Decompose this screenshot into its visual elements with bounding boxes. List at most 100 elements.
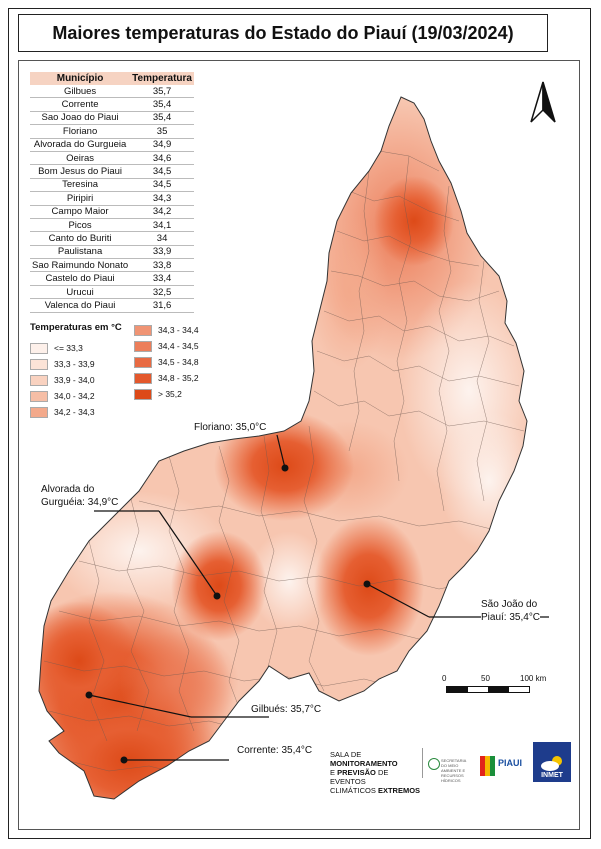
table-row: Canto do Buriti 34 — [30, 231, 194, 246]
table-row: Floriano 35 — [30, 124, 194, 139]
legend-label: > 35,2 — [158, 389, 182, 399]
legend-swatch — [30, 374, 48, 386]
piaui-temperature-map — [38, 96, 549, 800]
column-header-municipio: Município — [30, 72, 131, 85]
temperatura-cell: 35,4 — [130, 111, 194, 126]
temperatura-cell: 34,2 — [130, 205, 194, 219]
temperatura-cell: 33,9 — [130, 245, 194, 260]
municipio-cell: Oeiras — [30, 151, 131, 166]
municipio-cell: Sao Joao do Piaui — [30, 111, 131, 126]
table-row: Piripiri 34,3 — [30, 191, 194, 206]
table-row: Gilbues 35,7 — [30, 85, 194, 99]
legend: Temperaturas em °C <= 33,3 33,3 - 33,9 33,… — [30, 322, 230, 418]
municipio-cell: Valenca do Piaui — [30, 298, 131, 313]
legend-item: 34,5 - 34,8 — [134, 354, 199, 370]
table-row: Teresina 34,5 — [30, 178, 194, 193]
legend-swatch — [134, 388, 152, 400]
legend-label: <= 33,3 — [54, 343, 83, 353]
legend-title: Temperaturas em °C — [30, 322, 122, 333]
alvorada-label-line1: Alvorada do — [41, 484, 95, 496]
alvorada-label-line2: Gurguéia: 34,9°C — [41, 497, 119, 509]
city-points — [85, 464, 371, 764]
alvorada-point — [213, 592, 221, 600]
table-row: Campo Maior 34,2 — [30, 205, 194, 219]
table-row: Valenca do Piaui 31,6 — [30, 298, 194, 313]
north-arrow-icon — [530, 81, 556, 123]
temperatura-cell: 32,5 — [130, 285, 194, 300]
map-area: Floriano: 35,0°C Alvorada do Gurguéia: 3… — [18, 60, 580, 830]
municipio-cell: Urucui — [30, 285, 131, 300]
temperatura-cell: 35,7 — [130, 85, 194, 99]
gilbues-point — [85, 691, 93, 699]
legend-label: 34,4 - 34,5 — [158, 341, 199, 351]
piaui-government-logo: PIAUI — [480, 750, 526, 784]
table-row: Oeiras 34,6 — [30, 151, 194, 166]
table-row: Picos 34,1 — [30, 218, 194, 233]
table-row: Paulistana 33,9 — [30, 245, 194, 260]
municipio-cell: Teresina — [30, 178, 131, 193]
table-row: Castelo do Piaui 33,4 — [30, 271, 194, 286]
legend-label: 33,9 - 34,0 — [54, 375, 95, 385]
legend-item: 33,9 - 34,0 — [30, 372, 95, 388]
municipio-cell: Picos — [30, 218, 131, 233]
scale-tick-100: 100 km — [520, 674, 547, 683]
temperatura-cell: 34,9 — [130, 138, 194, 152]
legend-label: 34,2 - 34,3 — [54, 407, 95, 417]
footer-logos: SALA DE MONITORAMENTO E PREVISÃO DE EVEN… — [330, 742, 571, 802]
legend-label: 34,8 - 35,2 — [158, 373, 199, 383]
table-row: Alvorada do Gurgueia 34,9 — [30, 138, 194, 152]
temperatura-cell: 34,6 — [130, 151, 194, 166]
page-frame — [8, 8, 591, 839]
table-row: Sao Raimundo Nonato 33,8 — [30, 258, 194, 273]
legend-swatch — [30, 342, 48, 354]
sao-joao-label-line1: São João do — [481, 599, 538, 611]
inmet-logo: INMET — [533, 742, 571, 782]
temperatura-cell: 35,4 — [130, 97, 194, 112]
legend-item: <= 33,3 — [30, 340, 95, 356]
legend-item: > 35,2 — [134, 386, 199, 402]
temperatura-cell: 34 — [130, 231, 194, 246]
municipio-cell: Campo Maior — [30, 205, 131, 219]
temperatura-cell: 33,4 — [130, 271, 194, 286]
scale-tick-50: 50 — [481, 674, 490, 683]
floriano-label: Floriano: 35,0°C — [194, 422, 267, 434]
cloud-sun-icon — [541, 756, 562, 771]
temperatura-cell: 34,1 — [130, 218, 194, 233]
municipio-cell: Canto do Buriti — [30, 231, 131, 246]
temperatura-cell: 35 — [130, 124, 194, 139]
municipio-cell: Piripiri — [30, 191, 131, 206]
corrente-point — [120, 756, 128, 764]
legend-label: 34,0 - 34,2 — [54, 391, 95, 401]
gilbues-label: Gilbués: 35,7°C — [251, 704, 322, 716]
temperatura-cell: 31,6 — [130, 298, 194, 313]
municipio-cell: Castelo do Piaui — [30, 271, 131, 286]
sema-logo: SECRETARIA DO MEIO AMBIENTE E RECURSOS H… — [422, 744, 474, 788]
legend-item: 33,3 - 33,9 — [30, 356, 95, 372]
legend-swatch — [134, 372, 152, 384]
municipal-boundaries — [43, 120, 525, 777]
floriano-point — [281, 464, 289, 472]
scale-bar: 0 50 100 km — [442, 674, 556, 693]
legend-item: 34,2 - 34,3 — [30, 404, 95, 420]
monitoring-room-logo: SALA DE MONITORAMENTO E PREVISÃO DE EVEN… — [330, 750, 421, 795]
sao-joao-point — [363, 580, 371, 588]
municipio-cell: Alvorada do Gurgueia — [30, 138, 131, 152]
legend-swatch — [134, 324, 152, 336]
temperatura-cell: 34,3 — [130, 191, 194, 206]
legend-swatch — [30, 390, 48, 402]
sao-joao-label-line2: Piauí: 35,4°C — [481, 612, 541, 624]
legend-label: 33,3 - 33,9 — [54, 359, 95, 369]
legend-item: 34,0 - 34,2 — [30, 388, 95, 404]
scale-tick-0: 0 — [442, 674, 447, 683]
legend-swatch — [30, 358, 48, 370]
map-title: Maiores temperaturas do Estado do Piauí … — [18, 14, 548, 52]
legend-swatch — [134, 356, 152, 368]
municipio-cell: Floriano — [30, 124, 131, 139]
legend-label: 34,5 - 34,8 — [158, 357, 199, 367]
column-header-temperatura: Temperatura — [130, 72, 194, 85]
table-row: Bom Jesus do Piaui 34,5 — [30, 164, 194, 179]
legend-swatch — [134, 340, 152, 352]
table-row: Corrente 35,4 — [30, 97, 194, 112]
table-row: Sao Joao do Piaui 35,4 — [30, 111, 194, 126]
legend-item: 34,3 - 34,4 — [134, 322, 199, 338]
